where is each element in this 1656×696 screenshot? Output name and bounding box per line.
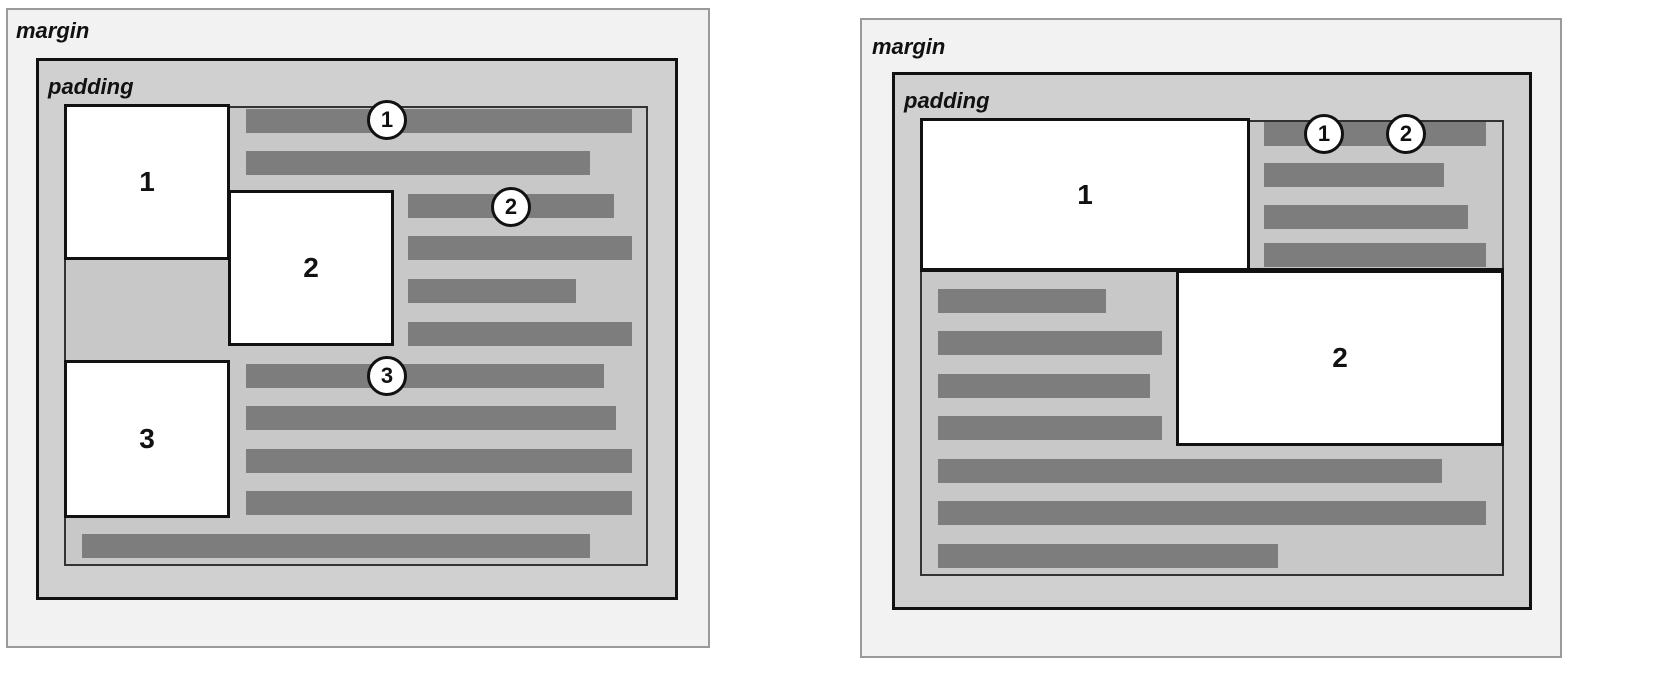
right-text-line bbox=[938, 501, 1486, 525]
left-text-line bbox=[246, 491, 632, 515]
left-float-box-2: 2 bbox=[228, 190, 394, 346]
right-marker-2: 2 bbox=[1386, 114, 1426, 154]
left-text-line bbox=[82, 534, 590, 558]
left-margin-label: margin bbox=[16, 18, 90, 43]
right-text-line bbox=[938, 416, 1162, 440]
right-marker-1: 1 bbox=[1304, 114, 1344, 154]
left-text-line bbox=[246, 109, 632, 133]
right-float-box-2: 2 bbox=[1176, 270, 1504, 446]
left-text-line bbox=[246, 364, 604, 388]
left-float-box-1: 1 bbox=[64, 104, 230, 260]
left-text-line bbox=[408, 279, 576, 303]
right-text-line bbox=[938, 331, 1162, 355]
left-text-line bbox=[408, 322, 632, 346]
right-text-line bbox=[1264, 205, 1468, 229]
left-text-line bbox=[408, 236, 632, 260]
left-text-line bbox=[246, 406, 616, 430]
left-marker-1: 1 bbox=[367, 100, 407, 140]
right-float-box-1: 1 bbox=[920, 118, 1250, 272]
right-text-line bbox=[1264, 243, 1486, 267]
left-text-line bbox=[246, 449, 632, 473]
right-margin-label: margin bbox=[872, 34, 946, 59]
right-float-row-divider bbox=[920, 268, 1504, 271]
left-marker-2: 2 bbox=[491, 187, 531, 227]
right-text-line bbox=[938, 289, 1106, 313]
right-text-line bbox=[1264, 122, 1486, 146]
left-text-line bbox=[246, 151, 590, 175]
right-text-line bbox=[938, 374, 1150, 398]
left-float-box-3: 3 bbox=[64, 360, 230, 518]
left-marker-3: 3 bbox=[367, 356, 407, 396]
right-text-line bbox=[1264, 163, 1444, 187]
right-text-line bbox=[938, 459, 1442, 483]
right-text-line bbox=[938, 544, 1278, 568]
left-padding-label: padding bbox=[48, 74, 134, 99]
right-padding-label: padding bbox=[904, 88, 990, 113]
